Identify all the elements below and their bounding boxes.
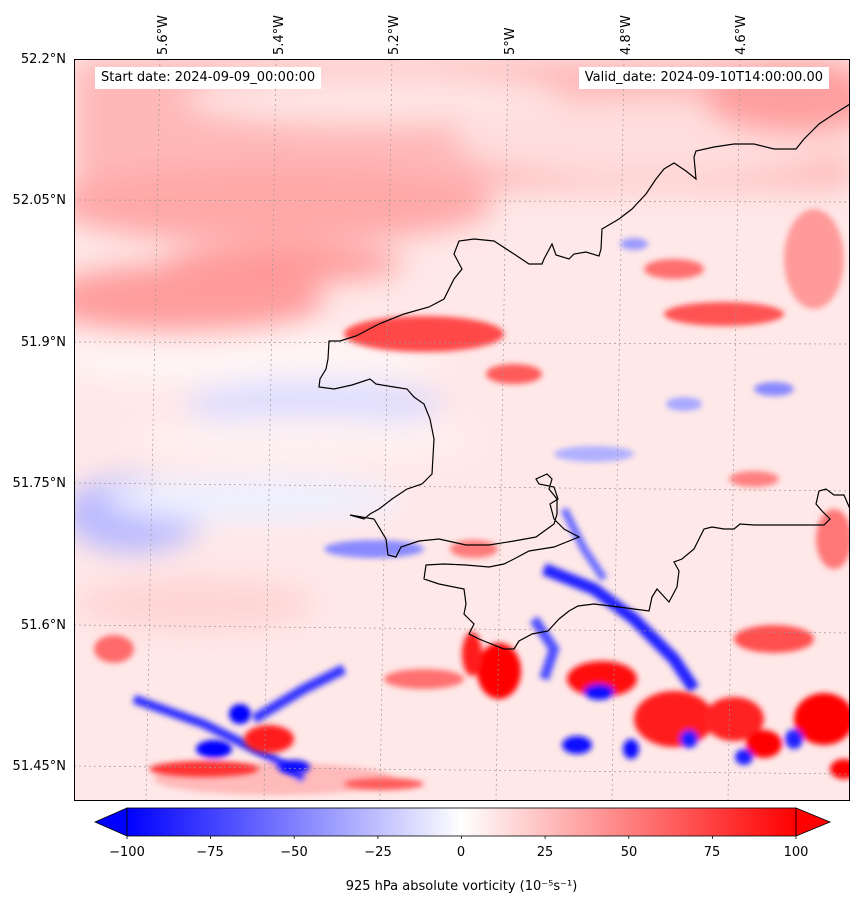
colorbar-tick-0: 0 xyxy=(456,845,466,860)
colorbar-label: 925 hPa absolute vorticity (10⁻⁵s⁻¹) xyxy=(345,879,578,894)
colorbar-tick-neg100: −100 xyxy=(109,845,145,860)
colorbar-gradient xyxy=(126,807,797,837)
map-frame xyxy=(74,59,850,801)
strong-cores xyxy=(149,632,850,790)
colorbar-tick-neg25: −25 xyxy=(364,845,392,860)
colorbar-low-extend xyxy=(94,807,128,837)
graticule xyxy=(74,59,850,801)
lon-label-5.4w: 5.4°W xyxy=(272,14,287,55)
colorbar-high-extend xyxy=(795,807,832,837)
lon-label-4.8w: 4.8°W xyxy=(619,14,634,55)
lat-label-51.6n: 51.6°N xyxy=(20,618,66,633)
lat-label-52.2n: 52.2°N xyxy=(20,52,66,67)
colorbar-tick-neg50: −50 xyxy=(280,845,308,860)
valid-date-label: Valid_date: 2024-09-10T14:00:00.00 xyxy=(578,67,829,89)
colorbar-tick-100: 100 xyxy=(783,845,809,860)
lat-label-51.45n: 51.45°N xyxy=(12,759,66,774)
lat-label-52.05n: 52.05°N xyxy=(12,193,66,208)
colorbar-ticks xyxy=(126,836,797,839)
lon-label-5.2w: 5.2°W xyxy=(387,14,402,55)
lat-label-51.9n: 51.9°N xyxy=(20,335,66,350)
colorbar-tick-75: 75 xyxy=(703,845,721,860)
lon-label-5w: 5°W xyxy=(503,27,518,55)
colorbar xyxy=(94,807,832,839)
detailed-field xyxy=(94,209,850,795)
lon-label-4.6w: 4.6°W xyxy=(734,14,749,55)
lat-label-51.75n: 51.75°N xyxy=(12,476,66,491)
colorbar-tick-neg75: −75 xyxy=(196,845,224,860)
vorticity-map xyxy=(74,59,850,801)
lon-label-5.6w: 5.6°W xyxy=(156,14,171,55)
colorbar-tick-25: 25 xyxy=(536,845,554,860)
coastline xyxy=(318,103,850,650)
colorbar-tick-50: 50 xyxy=(620,845,638,860)
start-date-label: Start date: 2024-09-09_00:00:00 xyxy=(95,67,322,89)
